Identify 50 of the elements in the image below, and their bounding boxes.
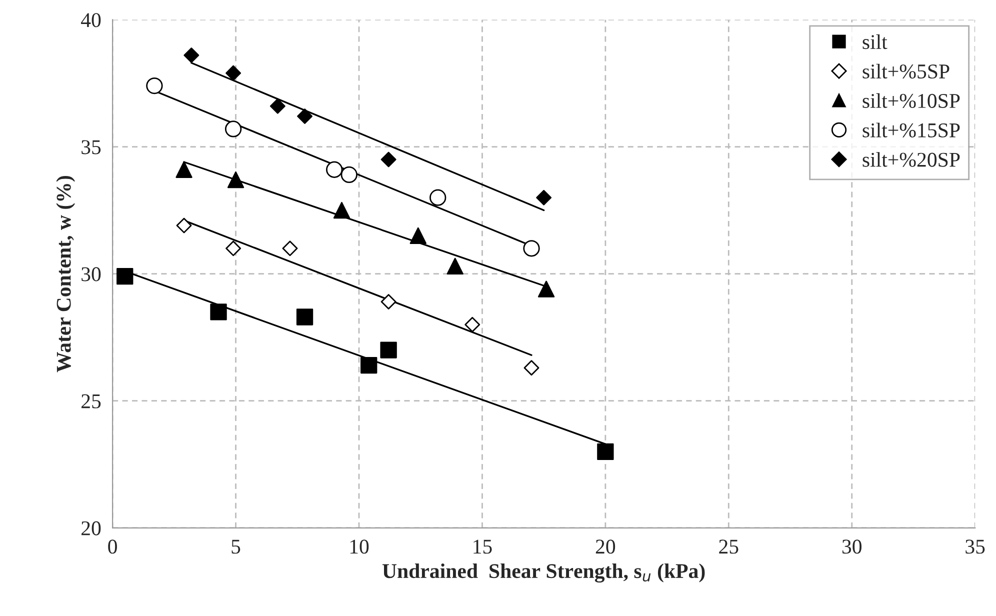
point — [524, 360, 540, 376]
point — [116, 268, 134, 285]
y-tick-label: 35 — [82, 140, 101, 154]
point — [282, 240, 298, 256]
x-tick-label: 5 — [232, 540, 240, 554]
point — [523, 240, 540, 257]
point — [536, 190, 552, 206]
point — [226, 65, 242, 81]
point — [224, 120, 242, 138]
x-tick-label: 10 — [350, 540, 369, 554]
y-tick-label: 20 — [82, 521, 101, 536]
y-tick-label: 30 — [82, 267, 101, 282]
point — [184, 48, 200, 64]
point — [430, 189, 446, 206]
point — [380, 152, 396, 168]
x-tick-label: 25 — [719, 540, 738, 554]
point — [446, 258, 464, 275]
point — [597, 443, 614, 460]
point — [146, 77, 163, 94]
point — [176, 161, 192, 178]
point — [410, 227, 426, 244]
point — [297, 108, 312, 124]
point — [464, 316, 480, 332]
point — [270, 98, 286, 114]
x-tick-label: 35 — [966, 540, 985, 554]
point — [296, 308, 314, 326]
point — [538, 280, 555, 298]
point — [226, 240, 242, 256]
point — [210, 304, 227, 320]
legend-label: silt+%5SP — [862, 64, 950, 79]
point — [326, 161, 343, 178]
legend-label: silt+%20SP — [862, 152, 960, 167]
y-tick-label: 25 — [82, 394, 101, 408]
point — [227, 171, 244, 188]
x-tick-label: 20 — [596, 540, 616, 554]
legend-label: silt — [862, 34, 888, 50]
x-tick-label: 30 — [842, 540, 862, 554]
point — [176, 218, 192, 234]
point — [380, 342, 397, 358]
y-axis-title: Water Content, w (%) — [56, 176, 76, 372]
y-tick-label: 40 — [81, 13, 101, 28]
x-axis-title: Undrained Shear Strength, s$_{u}$ (kPa) — [382, 563, 705, 583]
point — [333, 202, 350, 219]
legend-label: silt+%15SP — [862, 122, 960, 138]
point — [360, 356, 378, 374]
x-tick-label: 15 — [474, 540, 492, 554]
x-tick-label: 0 — [108, 540, 117, 554]
legend-label: silt+%10SP — [862, 93, 960, 108]
point — [340, 166, 358, 184]
point — [380, 294, 396, 310]
